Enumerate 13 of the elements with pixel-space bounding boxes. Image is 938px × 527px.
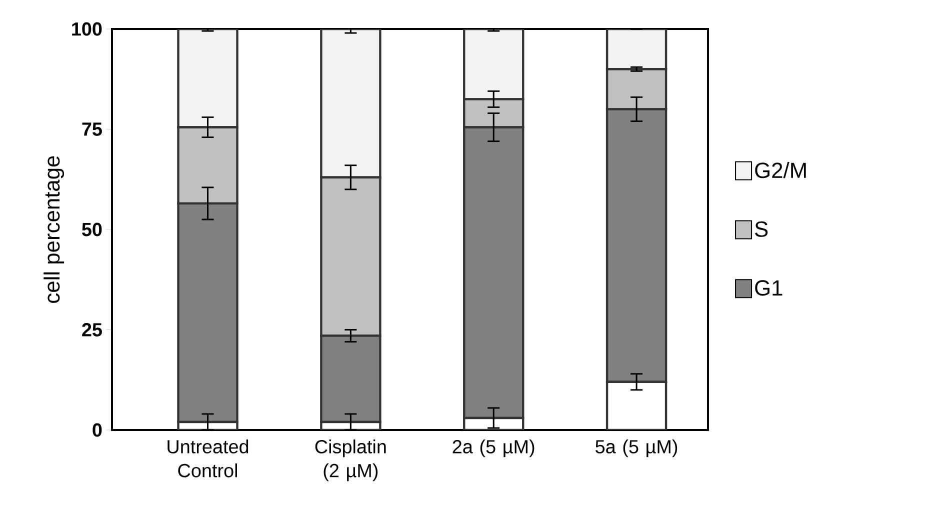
y-tick-label: 0 bbox=[92, 423, 102, 437]
x-tick-label: 2a (5 µM) bbox=[452, 440, 534, 458]
x-tick-label: Untreated Control bbox=[168, 440, 248, 478]
y-tick-label: 50 bbox=[82, 222, 102, 236]
y-tick-label: 75 bbox=[82, 122, 102, 136]
y-tick-label: 25 bbox=[82, 323, 102, 336]
legend-label: G1 bbox=[755, 280, 782, 296]
y-tick-label: 100 bbox=[72, 22, 102, 36]
x-tick-label: 5a (5 µM) bbox=[596, 440, 678, 458]
legend-label: S bbox=[755, 221, 768, 237]
y-axis-title: cell percentage bbox=[44, 156, 64, 303]
x-tick-label: Cisplatin (2 µM) bbox=[315, 440, 386, 482]
text: G2/M bbox=[755, 162, 806, 178]
